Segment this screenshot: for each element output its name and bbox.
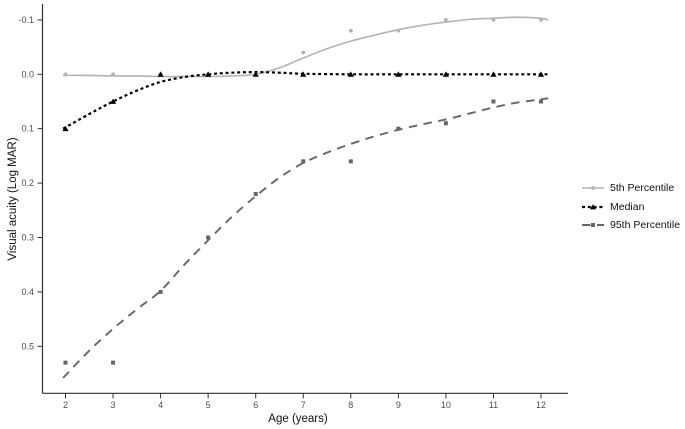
data-point-median — [537, 71, 545, 77]
y-tick-label: 0.2 — [21, 178, 34, 188]
data-point-5th-percentile — [63, 72, 68, 77]
axes — [41, 4, 568, 394]
legend-key-median — [582, 203, 604, 210]
x-tick-label: 9 — [396, 400, 401, 410]
data-point-5th-percentile — [491, 18, 496, 22]
x-tick-label: 6 — [253, 400, 258, 410]
data-point-95th-percentile — [443, 121, 448, 126]
legend-item-5th-percentile: 5th Percentile — [581, 179, 680, 198]
data-point-95th-percentile — [111, 360, 116, 365]
data-point-5th-percentile — [539, 18, 543, 22]
data-point-median — [205, 71, 212, 77]
x-tick-label: 7 — [301, 400, 306, 410]
data-point-95th-percentile — [158, 289, 163, 294]
legend-key-marker — [591, 186, 595, 191]
data-point-median — [252, 71, 259, 77]
series-curve-95th-percentile — [62, 97, 549, 379]
series-markers — [62, 18, 545, 365]
data-point-median — [300, 71, 307, 77]
legend: 5th Percentile Median 95th Percentile — [581, 179, 680, 235]
x-tick-label: 8 — [348, 400, 353, 410]
legend-label-median: Median — [610, 200, 645, 213]
data-point-median — [62, 125, 69, 132]
data-point-5th-percentile — [348, 28, 353, 33]
y-axis-title: Visual acuity (Log MAR) — [7, 137, 19, 260]
legend-item-95th-percentile: 95th Percentile — [581, 216, 680, 235]
data-point-95th-percentile — [301, 159, 306, 164]
y-tick-label: 0.0 — [21, 69, 34, 79]
x-tick-label: 4 — [158, 400, 163, 410]
data-point-5th-percentile — [111, 72, 115, 77]
x-tick-label: 2 — [63, 400, 68, 410]
data-point-5th-percentile — [444, 18, 448, 22]
data-point-95th-percentile — [491, 99, 496, 104]
data-point-95th-percentile — [206, 235, 211, 240]
y-tick-label: -0.1 — [18, 15, 34, 25]
series-curve-5th-percentile — [63, 16, 549, 78]
data-point-95th-percentile — [63, 360, 68, 365]
x-tick-label: 11 — [489, 400, 498, 410]
x-axis-title: Age (years) — [268, 413, 328, 425]
y-axis-ticks: -0.1 0.0 0.1 0.2 0.3 0.4 0.5 — [18, 15, 43, 351]
y-tick-label: 0.5 — [21, 341, 34, 351]
data-point-median — [442, 71, 449, 77]
data-point-median — [109, 98, 117, 104]
data-point-median — [395, 71, 402, 77]
legend-label-95th-percentile: 95th Percentile — [610, 219, 681, 232]
data-point-median — [157, 71, 164, 77]
y-tick-label: 0.4 — [21, 287, 34, 297]
series-lines — [62, 16, 549, 379]
legend-key-marker — [589, 203, 597, 210]
legend-key-95th-percentile — [582, 223, 604, 228]
y-tick-label: 0.3 — [21, 233, 34, 243]
x-axis-ticks: 2 3 4 5 6 7 8 9 10 11 12 — [63, 393, 546, 410]
data-point-95th-percentile — [396, 126, 401, 131]
x-tick-label: 10 — [441, 400, 451, 410]
data-point-5th-percentile — [396, 28, 401, 33]
legend-item-median: Median — [581, 198, 680, 217]
data-point-median — [347, 71, 354, 77]
x-tick-label: 5 — [206, 400, 211, 410]
y-tick-label: 0.1 — [21, 124, 34, 134]
series-curve-median — [62, 71, 549, 130]
legend-key-5th-percentile — [582, 186, 604, 191]
data-point-95th-percentile — [348, 159, 353, 164]
data-point-95th-percentile — [539, 99, 543, 104]
data-point-5th-percentile — [301, 50, 306, 55]
legend-label-5th-percentile: 5th Percentile — [610, 182, 675, 195]
data-point-median — [490, 71, 497, 77]
x-tick-label: 12 — [536, 400, 546, 410]
x-tick-label: 3 — [111, 400, 116, 410]
legend-key-marker — [591, 223, 595, 228]
data-point-95th-percentile — [253, 191, 258, 196]
